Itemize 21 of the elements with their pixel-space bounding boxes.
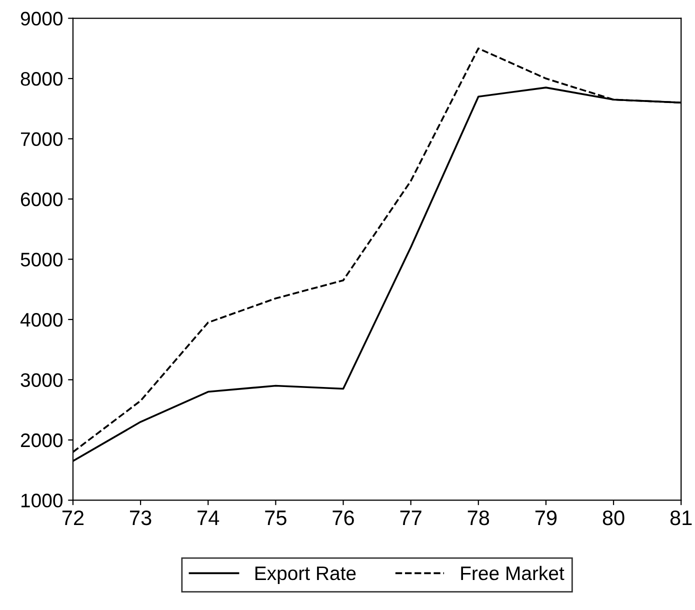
x-tick-label: 72 — [62, 510, 84, 526]
x-tick-label: 74 — [198, 510, 220, 526]
y-tick-label: 2000 — [20, 433, 62, 448]
y-tick-label: 1000 — [21, 494, 62, 508]
y-tick-label: 3000 — [20, 373, 62, 387]
legend-label: Free Market — [461, 566, 564, 580]
y-tick-label: 8000 — [20, 72, 62, 86]
y-tick-label: 5000 — [20, 252, 62, 266]
x-tick-label: 80 — [602, 510, 624, 526]
y-tick-label: 7000 — [21, 132, 62, 146]
x-tick-label: 77 — [400, 510, 422, 526]
y-tick-label: 9000 — [20, 12, 62, 26]
y-tick-label: 4000 — [20, 312, 62, 327]
x-tick-label: 75 — [265, 510, 286, 526]
legend-label: Export Rate — [255, 566, 356, 584]
x-tick-label: 73 — [130, 510, 152, 526]
x-tick-label: 76 — [332, 510, 354, 526]
x-tick-label: 79 — [535, 510, 557, 526]
y-tick-label: 6000 — [20, 192, 62, 206]
x-tick-label: 78 — [468, 510, 490, 526]
x-tick-label: 81 — [670, 510, 692, 526]
